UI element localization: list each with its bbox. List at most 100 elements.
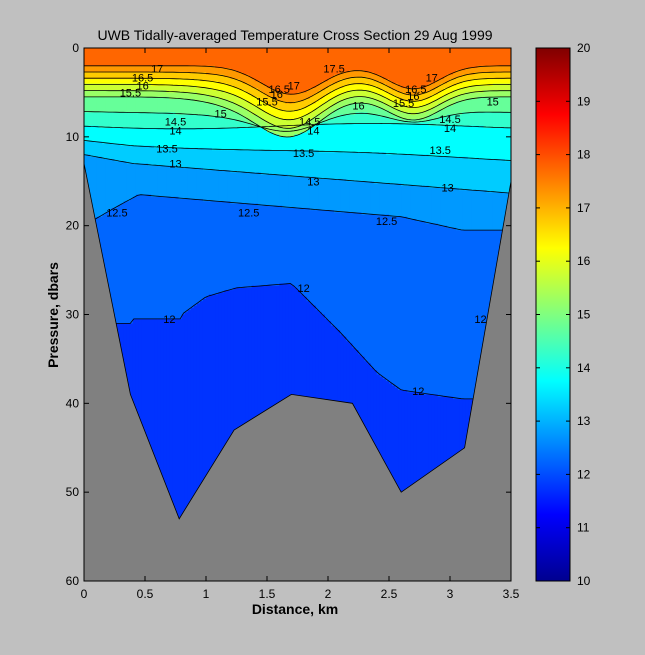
band-cell — [129, 79, 134, 85]
band-cell — [413, 154, 418, 187]
band-cell — [501, 127, 506, 160]
band-cell — [111, 79, 116, 85]
band-cell — [352, 123, 357, 153]
band-cell — [392, 119, 396, 125]
band-cell — [96, 156, 100, 218]
band-cell — [407, 121, 411, 125]
band-cell — [209, 170, 213, 202]
band-cell — [120, 203, 125, 324]
band-cell — [163, 79, 167, 87]
band-cell — [486, 85, 491, 91]
band-cell — [154, 65, 158, 74]
band-cell — [193, 65, 198, 74]
band-cell — [450, 187, 454, 229]
band-cell — [267, 87, 271, 98]
contour-line-17 — [84, 71, 511, 104]
band-cell — [495, 159, 500, 193]
band-cell — [114, 127, 119, 145]
band-cell — [364, 103, 369, 113]
band-cell — [285, 94, 289, 105]
band-cell — [443, 76, 448, 85]
band-cell — [501, 72, 506, 80]
band-cell — [105, 112, 109, 129]
band-cell — [212, 90, 216, 98]
band-cell — [129, 112, 134, 129]
band-cell — [251, 48, 256, 80]
band-cell — [175, 127, 180, 149]
band-cell — [202, 298, 207, 581]
band-cell — [132, 83, 137, 91]
band-cell — [477, 85, 482, 94]
band-cell — [202, 48, 207, 67]
band-cell — [443, 156, 448, 189]
band-cell — [450, 114, 454, 127]
band-cell — [321, 90, 326, 98]
contour-line-17.5 — [84, 65, 511, 95]
band-cell — [364, 181, 369, 216]
band-cell — [477, 96, 482, 114]
x-axis-ticks: 0 0.5 1 1.5 2 2.5 3 3.5 — [81, 48, 520, 601]
band-cell — [160, 112, 164, 129]
band-cell — [358, 83, 363, 91]
band-cell — [114, 207, 119, 324]
band-cell — [193, 72, 198, 80]
band-cell — [105, 90, 109, 98]
band-cell — [270, 150, 274, 176]
band-cell — [453, 79, 457, 87]
band-cell — [328, 119, 332, 125]
band-cell — [367, 48, 372, 74]
band-cell — [175, 318, 180, 581]
band-cell — [404, 105, 408, 113]
band-cell — [379, 48, 384, 78]
band-cell — [260, 127, 265, 151]
band-cell — [93, 125, 97, 142]
band-cell — [431, 114, 436, 120]
band-cell — [245, 123, 250, 129]
band-cell — [236, 87, 241, 98]
band-cell — [233, 203, 238, 289]
band-cell — [239, 121, 244, 129]
band-cell — [257, 81, 262, 91]
band-cell — [483, 230, 488, 400]
contour-line-16.5 — [84, 77, 511, 112]
band-cell — [93, 156, 97, 220]
band-cell — [221, 90, 225, 100]
band-cell — [257, 99, 262, 109]
band-cell — [404, 87, 408, 96]
band-cell — [193, 127, 198, 149]
band-cell — [440, 116, 445, 127]
band-cell — [135, 194, 140, 320]
band-cell — [349, 96, 353, 105]
band-cell — [367, 90, 372, 98]
band-cell — [434, 87, 439, 96]
band-cell — [465, 156, 469, 191]
band-cell — [212, 65, 216, 76]
band-cell — [370, 99, 375, 107]
band-cell — [401, 92, 405, 100]
band-cell — [160, 48, 164, 67]
band-cell — [385, 79, 390, 87]
band-cell — [93, 90, 97, 98]
band-cell — [425, 116, 430, 122]
band-cell — [257, 172, 262, 207]
band-cell — [254, 96, 259, 107]
band-cell — [236, 105, 241, 113]
band-cell — [291, 127, 296, 138]
band-cell — [141, 90, 146, 98]
band-cell — [148, 65, 152, 74]
band-cell — [410, 154, 414, 187]
band-cell — [398, 99, 402, 105]
band-cell — [251, 114, 256, 122]
band-cell — [401, 216, 405, 391]
band-cell — [474, 159, 479, 191]
band-cell — [172, 127, 177, 149]
band-cell — [309, 103, 314, 113]
band-cell — [187, 114, 192, 129]
band-cell — [443, 116, 448, 127]
band-cell — [270, 96, 274, 107]
band-cell — [181, 314, 186, 581]
band-cell — [489, 65, 494, 74]
band-cell — [328, 179, 332, 211]
band-cell — [385, 48, 390, 80]
band-cell — [178, 92, 183, 100]
